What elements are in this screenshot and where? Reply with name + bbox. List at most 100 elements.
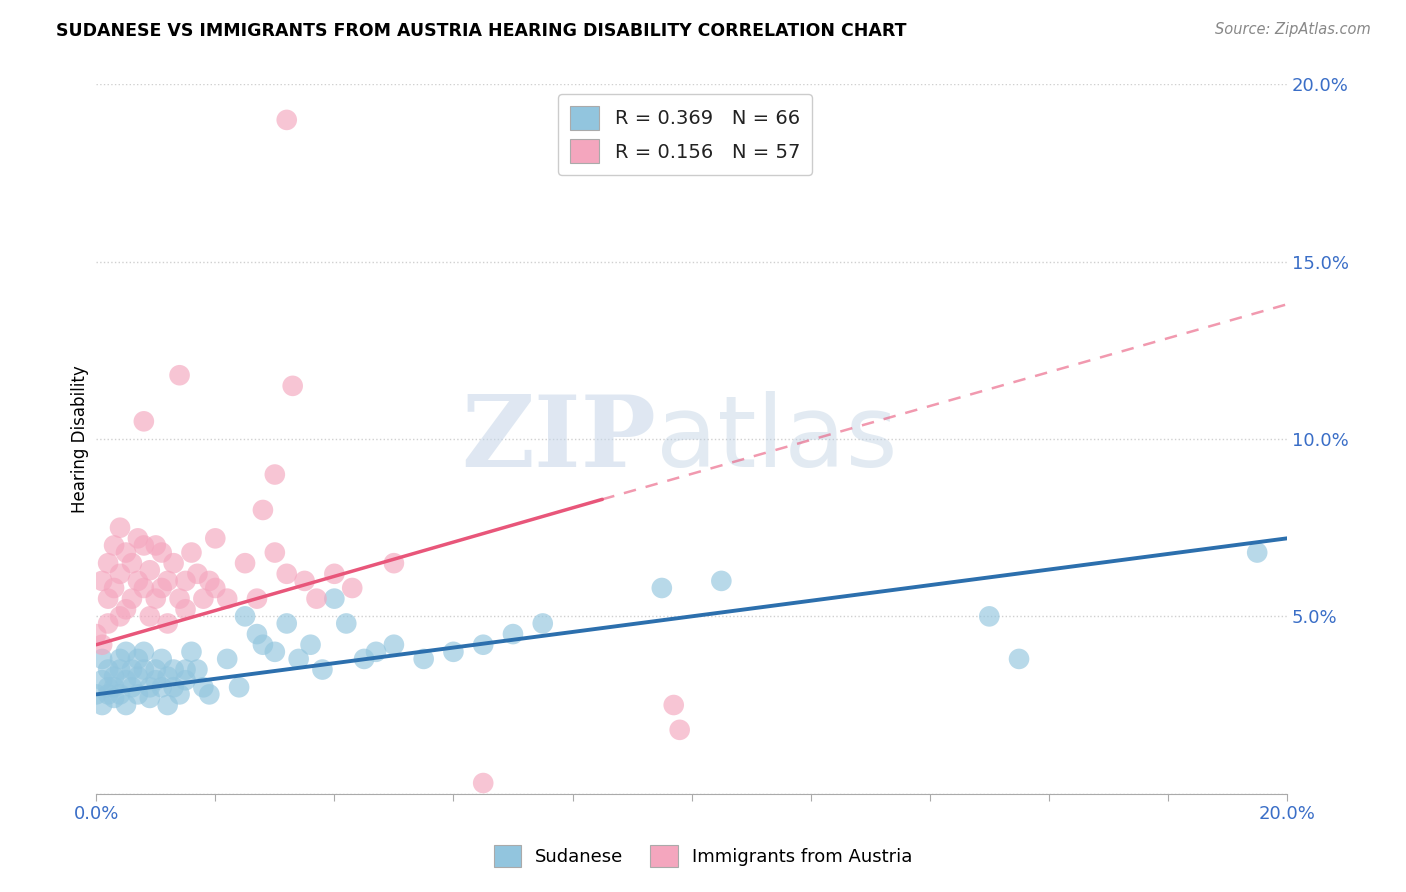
Point: [335, 616, 357, 631]
Point: [145, 673, 167, 688]
Point: [97, 687, 120, 701]
Point: [91, 574, 114, 588]
Point: [263, 467, 285, 482]
Point: [97, 663, 120, 677]
Point: [412, 652, 434, 666]
Point: [246, 591, 269, 606]
Point: [169, 591, 191, 606]
Point: [150, 581, 173, 595]
Point: [156, 670, 179, 684]
Point: [443, 645, 465, 659]
Point: [276, 112, 298, 127]
Point: [382, 556, 405, 570]
Point: [121, 663, 143, 677]
Point: [186, 663, 208, 677]
Point: [108, 521, 131, 535]
Point: [91, 638, 114, 652]
Text: ZIP: ZIP: [461, 391, 655, 488]
Point: [382, 638, 405, 652]
Point: [103, 538, 125, 552]
Point: [108, 566, 131, 581]
Point: [1008, 652, 1031, 666]
Point: [710, 574, 733, 588]
Point: [217, 652, 239, 666]
Point: [246, 627, 269, 641]
Point: [132, 581, 155, 595]
Point: [127, 652, 149, 666]
Point: [103, 670, 125, 684]
Point: [108, 652, 131, 666]
Point: [294, 574, 316, 588]
Point: [145, 538, 167, 552]
Point: [139, 609, 162, 624]
Text: Source: ZipAtlas.com: Source: ZipAtlas.com: [1215, 22, 1371, 37]
Text: atlas: atlas: [655, 391, 897, 488]
Point: [132, 538, 155, 552]
Point: [979, 609, 1001, 624]
Point: [1246, 545, 1268, 559]
Point: [127, 574, 149, 588]
Point: [651, 581, 673, 595]
Point: [193, 681, 215, 695]
Point: [108, 663, 131, 677]
Point: [281, 379, 304, 393]
Point: [156, 616, 179, 631]
Point: [180, 645, 202, 659]
Legend: Sudanese, Immigrants from Austria: Sudanese, Immigrants from Austria: [486, 838, 920, 874]
Point: [121, 591, 143, 606]
Point: [502, 627, 524, 641]
Point: [121, 681, 143, 695]
Point: [139, 690, 162, 705]
Point: [472, 776, 495, 790]
Point: [145, 663, 167, 677]
Point: [353, 652, 375, 666]
Point: [103, 581, 125, 595]
Point: [252, 503, 274, 517]
Point: [150, 681, 173, 695]
Point: [472, 638, 495, 652]
Point: [204, 581, 226, 595]
Point: [91, 652, 114, 666]
Point: [156, 698, 179, 712]
Point: [139, 681, 162, 695]
Point: [217, 591, 239, 606]
Point: [91, 698, 114, 712]
Point: [162, 663, 184, 677]
Point: [121, 556, 143, 570]
Point: [162, 556, 184, 570]
Point: [97, 616, 120, 631]
Point: [531, 616, 554, 631]
Point: [97, 681, 120, 695]
Point: [311, 663, 333, 677]
Point: [115, 545, 138, 559]
Point: [103, 681, 125, 695]
Point: [228, 681, 250, 695]
Point: [233, 556, 256, 570]
Point: [150, 545, 173, 559]
Legend: R = 0.369   N = 66, R = 0.156   N = 57: R = 0.369 N = 66, R = 0.156 N = 57: [558, 95, 811, 175]
Point: [132, 645, 155, 659]
Point: [276, 616, 298, 631]
Point: [276, 566, 298, 581]
Point: [108, 687, 131, 701]
Point: [342, 581, 364, 595]
Point: [180, 545, 202, 559]
Point: [115, 698, 138, 712]
Point: [97, 556, 120, 570]
Point: [252, 638, 274, 652]
Y-axis label: Hearing Disability: Hearing Disability: [72, 365, 89, 513]
Point: [97, 591, 120, 606]
Point: [323, 591, 346, 606]
Point: [305, 591, 328, 606]
Point: [84, 687, 107, 701]
Point: [91, 673, 114, 688]
Point: [364, 645, 387, 659]
Point: [115, 602, 138, 616]
Point: [156, 574, 179, 588]
Point: [127, 670, 149, 684]
Point: [263, 545, 285, 559]
Point: [299, 638, 322, 652]
Point: [287, 652, 309, 666]
Point: [193, 591, 215, 606]
Point: [115, 673, 138, 688]
